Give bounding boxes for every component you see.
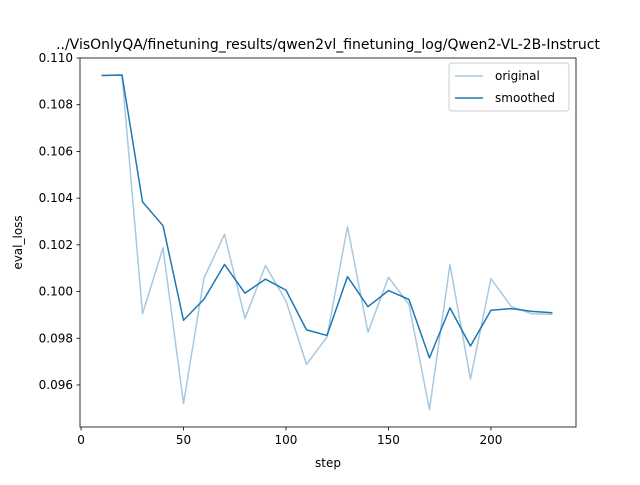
x-axis-ticks: 0 50 100 150 200: [77, 427, 502, 447]
x-tick-label: 200: [479, 433, 502, 447]
y-tick-label: 0.110: [39, 51, 73, 65]
y-tick-label: 0.106: [39, 144, 73, 158]
legend-label-smoothed: smoothed: [495, 91, 555, 105]
x-axis-label: step: [315, 456, 341, 470]
chart-title: ../VisOnlyQA/finetuning_results/qwen2vl_…: [56, 37, 600, 53]
series-line-original: [101, 74, 553, 411]
y-tick-label: 0.108: [39, 98, 73, 112]
y-axis-label: eval_loss: [11, 215, 25, 269]
plot-frame: [79, 57, 577, 428]
series-layer: [101, 74, 553, 411]
x-tick-label: 100: [275, 433, 298, 447]
legend: original smoothed: [448, 62, 570, 112]
y-tick-label: 0.104: [39, 191, 73, 205]
y-tick-label: 0.098: [39, 331, 73, 345]
legend-label-original: original: [495, 69, 540, 83]
x-tick-label: 0: [77, 433, 85, 447]
y-axis-ticks: 0.096 0.098 0.100 0.102 0.104 0.106 0.108 0.110: [39, 51, 80, 392]
axes-layer: [79, 57, 577, 428]
y-tick-label: 0.102: [39, 238, 73, 252]
x-tick-label: 150: [377, 433, 400, 447]
legend-frame: [448, 62, 570, 112]
x-tick-label: 50: [176, 433, 191, 447]
y-tick-label: 0.096: [39, 378, 73, 392]
y-tick-label: 0.100: [39, 285, 73, 299]
series-line-smoothed: [101, 74, 553, 359]
plot-area: [80, 58, 576, 427]
